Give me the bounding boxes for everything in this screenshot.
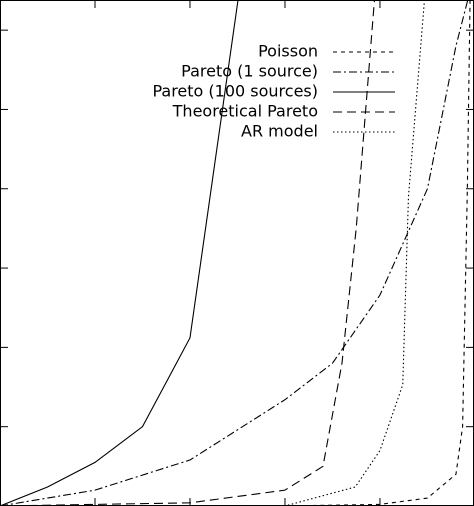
series-line: [0, 0, 376, 506]
legend-label: Poisson: [258, 42, 318, 61]
legend-label: Theoretical Pareto: [172, 102, 318, 121]
series-line: [0, 0, 239, 506]
legend-label: AR model: [241, 122, 318, 141]
legend-label: Pareto (100 sources): [152, 82, 318, 101]
legend-label: Pareto (1 source): [181, 62, 318, 81]
